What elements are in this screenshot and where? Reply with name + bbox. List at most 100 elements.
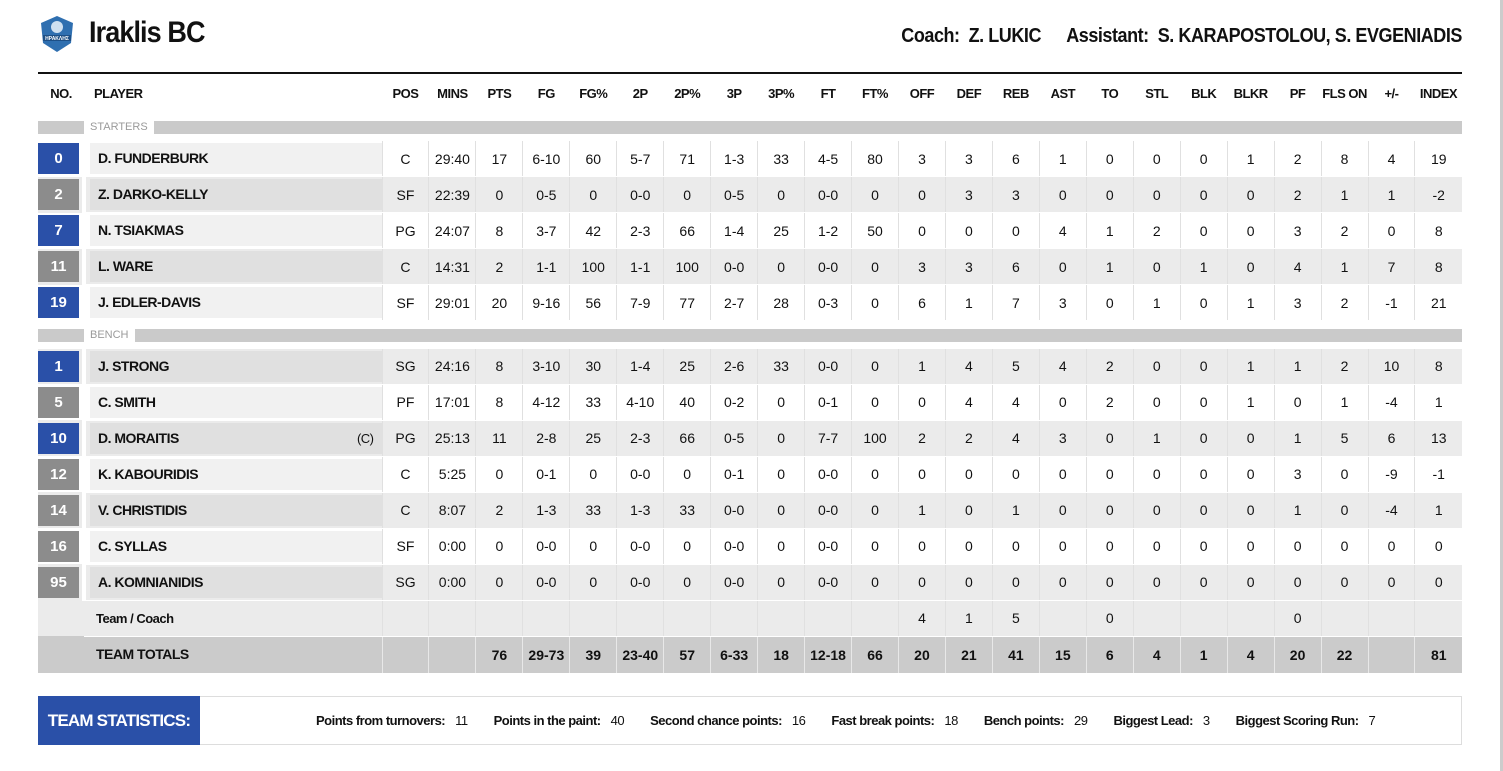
scrollbar[interactable] [1500,0,1503,771]
player-row[interactable]: 16 C. SYLLAS SF 0:00 0 0-0 0 0-0 0 0-0 0 0-0 0 0 0 0 0 0 0… [38,528,1462,565]
stat-fls-on: 2 [1320,284,1369,321]
column-header-def[interactable]: DEF [956,86,982,101]
assistant-label: Assistant: [1066,25,1149,47]
player-row[interactable]: 11 L. WARE C 14:31 2 1-1 100 1-1 100 0-0 0 0-0 0 3 3 6 0… [38,248,1462,285]
stat-pos: SF [381,528,429,565]
player-name[interactable]: C. SMITH [82,384,382,421]
column-header-pf[interactable]: PF [1289,86,1306,101]
stat-stl: 0 [1132,564,1181,601]
column-header-3p[interactable]: 3P [726,86,742,101]
player-name[interactable]: Z. DARKO-KELLY [82,176,382,213]
column-header-mins[interactable]: MINS [437,86,468,101]
player-row[interactable]: 12 K. KABOURIDIS C 5:25 0 0-1 0 0-0 0 0-1 0 0-0 0 0 0 0… [38,456,1462,493]
player-name[interactable]: D. MORAITIS (C) [82,420,382,457]
player-name[interactable]: K. KABOURIDIS [82,456,382,493]
stat-cell: 41 [991,636,1040,674]
player-row[interactable]: 10 D. MORAITIS (C) PG 25:13 11 2-8 25 2-3 66 0-5 0 7… [38,420,1462,457]
column-header-off[interactable]: OFF [909,86,935,101]
player-name[interactable]: V. CHRISTIDIS [82,492,382,529]
stat-def: 0 [944,212,993,249]
stat-off: 0 [897,212,946,249]
stat-stl: 0 [1132,348,1181,385]
player-row[interactable]: 2 Z. DARKO-KELLY SF 22:39 0 0-5 0 0-0 0 0-5 0 0-0 0 0… [38,176,1462,213]
boxscore-table: NO. PLAYER POS MINS PTS FG FG% 2P 2P% 3P 3P% FT FT% O… [38,72,1462,674]
stat-to: 2 [1085,384,1134,421]
column-header-3p[interactable]: 3P% [768,86,795,101]
stat-cell: 81 [1414,636,1462,674]
stat-2p-: 0 [663,528,711,565]
stat-3p-: 33 [757,348,805,385]
stat-3p: 0-0 [710,528,758,565]
player-name[interactable]: N. TSIAKMAS [82,212,382,249]
stat-ast: 3 [1038,420,1087,457]
player-row[interactable]: 7 N. TSIAKMAS PG 24:07 8 3-7 42 2-3 66 1-4 25 1-2 50… [38,212,1462,249]
column-header-stl[interactable]: STL [1145,86,1169,101]
column-header-ft[interactable]: FT [820,86,836,101]
stat-to: 0 [1085,284,1134,321]
column-header-to[interactable]: TO [1101,86,1119,101]
stat-blkr: 1 [1226,141,1275,177]
stat-index: 21 [1414,284,1462,321]
stat-mins: 24:16 [428,348,476,385]
stat-mins: 0:00 [428,528,476,565]
player-name[interactable]: C. SYLLAS [82,528,382,565]
column-header-reb[interactable]: REB [1002,86,1029,101]
player-row[interactable]: 19 J. EDLER-DAVIS SF 29:01 20 9-16 56 7-9 77 2-7 2… [38,284,1462,321]
player-name[interactable]: A. KOMNIANIDIS [82,564,382,601]
player-row[interactable]: 1 J. STRONG SG 24:16 8 3-10 30 1-4 25 2-6 33 0-0 0 1 4… [38,348,1462,385]
column-header-blkr[interactable]: BLKR [1233,86,1269,101]
stat-pts: 2 [475,492,523,529]
player-name[interactable]: L. WARE [82,248,382,285]
jersey-number-badge: 12 [38,456,84,492]
team-coach-row: Team / Coach 4 1 5 0 0 [38,600,1462,637]
stat-2p: 5-7 [616,141,664,177]
stat-3p-: 0 [757,564,805,601]
stat-2p: 2-3 [616,420,664,457]
stat-ft-: 0 [851,384,899,421]
jersey-number-badge: 1 [38,349,84,385]
player-name[interactable]: J. STRONG [82,348,382,385]
team-stat-value: 3 [1202,713,1210,728]
stat-blk: 0 [1179,212,1228,249]
player-row[interactable]: 5 C. SMITH PF 17:01 8 4-12 33 4-10 40 0-2 0 0-1 0 0 4 4… [38,384,1462,421]
column-header-fg[interactable]: FG [537,86,556,101]
column-header-no[interactable]: NO. [50,86,72,101]
stat-pf: 1 [1273,348,1322,385]
stat-cell [710,600,758,637]
stat-3p: 0-0 [710,248,758,285]
stat-fg: 1-3 [522,492,570,529]
column-header-player[interactable]: PLAYER [94,86,143,101]
stat-fg: 3-7 [522,212,570,249]
column-header-ft[interactable]: FT% [862,86,888,101]
player-row[interactable]: 95 A. KOMNIANIDIS SG 0:00 0 0-0 0 0-0 0 0-0 0 0-0 0 0… [38,564,1462,601]
stat-stl: 0 [1132,141,1181,177]
column-header-2p[interactable]: 2P% [674,86,701,101]
stat-off: 0 [897,176,946,213]
team-stat-value: 40 [610,713,625,728]
column-header-pts[interactable]: PTS [487,86,512,101]
stat-mins: 8:07 [428,492,476,529]
stat-3p: 0-0 [710,492,758,529]
stat-off: 0 [897,384,946,421]
column-header-[interactable]: +/- [1384,86,1399,101]
column-header-ast[interactable]: AST [1050,86,1076,101]
column-header-pos[interactable]: POS [392,86,419,101]
stat-fg-: 30 [569,348,617,385]
stat-3p: 0-2 [710,384,758,421]
stat-pts: 0 [475,176,523,213]
player-row[interactable]: 14 V. CHRISTIDIS C 8:07 2 1-3 33 1-3 33 0-0 0 0-0 0 1… [38,492,1462,529]
stat-index: 0 [1414,528,1462,565]
stat-2p-: 40 [663,384,711,421]
player-name[interactable]: D. FUNDERBURK [82,141,382,177]
stat-2p: 2-3 [616,212,664,249]
column-header-2p[interactable]: 2P [632,86,648,101]
column-header-fls-on[interactable]: FLS ON [1322,86,1367,101]
column-header-index[interactable]: INDEX [1419,86,1458,101]
stat-ast: 3 [1038,284,1087,321]
player-name[interactable]: J. EDLER-DAVIS [82,284,382,321]
stat-pts: 0 [475,456,523,493]
stat-pos: C [381,248,429,285]
column-header-blk[interactable]: BLK [1191,86,1217,101]
player-row[interactable]: 0 D. FUNDERBURK C 29:40 17 6-10 60 5-7 71 1-3 33 4-… [38,141,1462,177]
column-header-fg[interactable]: FG% [579,86,608,101]
